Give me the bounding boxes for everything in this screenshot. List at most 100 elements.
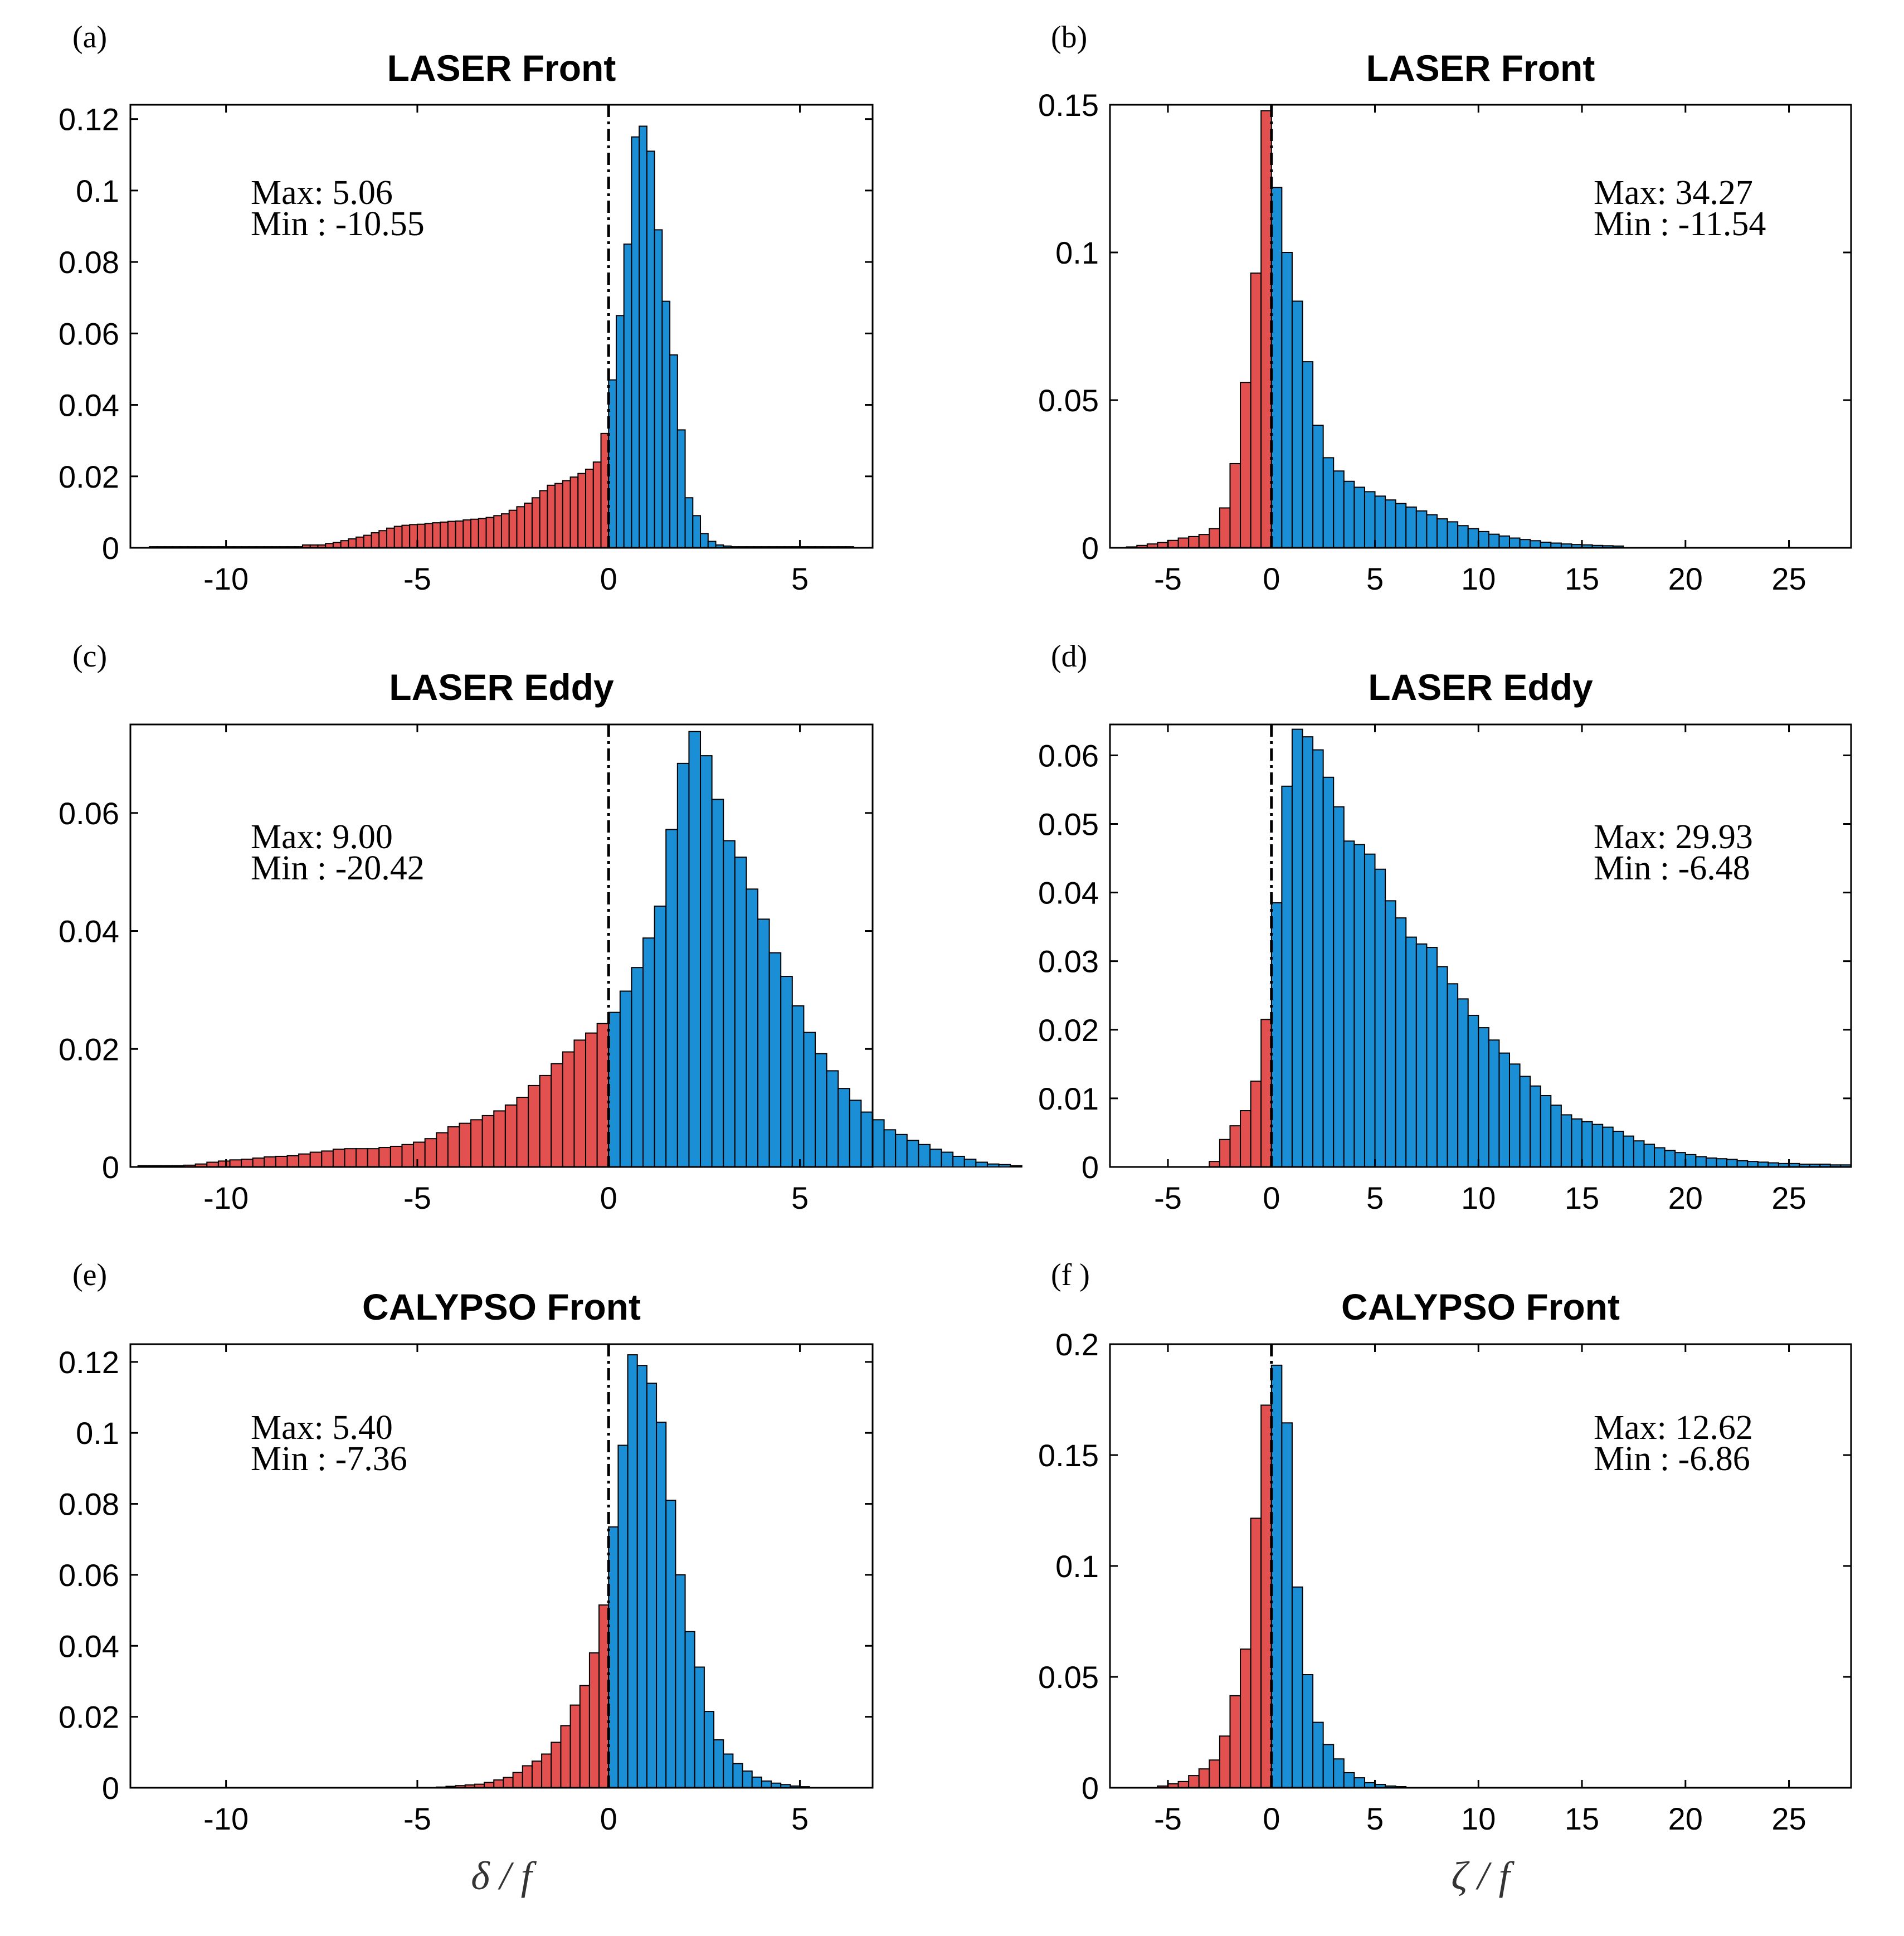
histogram-bar	[1478, 531, 1489, 548]
axes-frame	[129, 1343, 874, 1789]
x-tick-label: 10	[1461, 1801, 1496, 1836]
histogram-bar	[1654, 1147, 1666, 1168]
panel-letter: (c)	[72, 639, 107, 674]
histogram-bar	[1405, 936, 1417, 1168]
histogram-bar	[551, 1742, 562, 1788]
histogram-bar	[1457, 525, 1469, 548]
histogram-bar	[1705, 1157, 1717, 1168]
histogram-bar	[751, 1776, 762, 1788]
x-tick-label: 25	[1771, 561, 1806, 596]
x-tick-label: -5	[1154, 561, 1182, 596]
histogram-bar	[1364, 491, 1376, 548]
histogram-bar	[1519, 1076, 1531, 1168]
histogram-bar	[1488, 1039, 1500, 1168]
histogram-bar	[562, 1051, 575, 1168]
histogram-bar	[1240, 1110, 1252, 1168]
y-tick-label: 0.1	[1055, 235, 1099, 270]
histogram-bar	[504, 1104, 518, 1168]
histogram-bar	[929, 1149, 942, 1168]
histogram-bar	[1302, 1674, 1314, 1789]
histogram-bar	[569, 1704, 581, 1788]
histogram-bar	[462, 519, 472, 549]
histogram-bar	[524, 502, 533, 549]
histogram-bar	[692, 515, 702, 549]
histogram-bar	[493, 515, 503, 549]
histogram-bar	[661, 300, 671, 548]
histogram-bar	[646, 150, 655, 548]
max-annotation: Max: 5.40	[251, 1409, 393, 1447]
histogram-bar	[1302, 361, 1314, 548]
min-annotation: Min : -11.54	[1594, 205, 1766, 243]
histogram-bar	[746, 888, 759, 1168]
histogram-bar	[675, 1574, 686, 1788]
histogram-bar	[1333, 806, 1345, 1168]
chart-title: LASER Eddy	[389, 667, 614, 708]
histogram-bar	[1415, 510, 1428, 548]
histogram-bar	[1726, 1159, 1738, 1168]
histogram-bar	[1291, 728, 1303, 1168]
histogram-bar	[1395, 503, 1407, 548]
panel-letter: (f )	[1051, 1258, 1090, 1292]
max-annotation: Max: 29.93	[1594, 818, 1753, 856]
histogram-bar	[986, 1163, 1000, 1168]
histogram-bar	[1643, 1144, 1655, 1168]
histogram-bar	[1281, 252, 1293, 548]
histogram-bar	[401, 524, 411, 549]
histogram-bar	[592, 461, 602, 548]
histogram-bar	[551, 1063, 563, 1168]
histogram-bar	[554, 483, 563, 549]
histogram-bar	[1250, 273, 1262, 548]
histogram-bar	[676, 762, 690, 1168]
histogram-bar	[252, 1157, 265, 1168]
panel-6: (f ) CALYPSO Front 0 0.05 0.1 0.15 0.2 -5 0 5 10 15…	[1038, 1258, 1852, 1898]
histogram-bar	[700, 533, 709, 549]
x-tick-label: 5	[1366, 1180, 1384, 1215]
histogram-bar	[1436, 518, 1448, 548]
y-tick-label: 0.05	[1038, 806, 1099, 841]
histogram-bar	[711, 799, 724, 1168]
histogram-bar	[1240, 382, 1252, 548]
histogram-bar	[646, 1383, 658, 1789]
y-tick-label: 0.04	[1038, 875, 1099, 911]
max-annotation: Max: 12.62	[1594, 1409, 1753, 1447]
histogram-bar	[539, 1074, 552, 1168]
histogram-bar	[1488, 533, 1500, 548]
panel-3: (c) LASER Eddy 0 0.02 0.04 0.06 -10 -5 0 5 Max: 9.…	[59, 639, 1022, 1215]
histogram-bar	[742, 1770, 753, 1788]
histogram-bar	[1260, 1404, 1272, 1788]
y-tick-label: 0.02	[59, 1700, 119, 1735]
histogram-bar	[1343, 840, 1355, 1168]
histogram-bar	[656, 1422, 667, 1788]
histogram-bar	[478, 518, 487, 549]
histogram-bar	[493, 1779, 504, 1789]
histogram-bar	[356, 1148, 368, 1168]
histogram-bar	[684, 497, 694, 549]
histogram-bar	[1219, 507, 1231, 549]
histogram-bar	[522, 1765, 533, 1788]
histogram-bar	[577, 473, 587, 548]
y-tick-label: 0	[102, 531, 119, 566]
x-tick-label: 5	[791, 561, 809, 596]
histogram-bar	[1540, 1095, 1552, 1168]
histogram-bar	[588, 1652, 600, 1789]
histogram-bar	[363, 534, 372, 549]
y-tick-label: 0.15	[1038, 1438, 1099, 1473]
histogram-bar	[732, 1763, 743, 1788]
histogram-bar	[309, 1151, 323, 1168]
panel-4: (d) LASER Eddy 0 0.01 0.02 0.03 0.04 0.05 0.06 -5…	[1038, 639, 1852, 1215]
histogram-bar	[1010, 1165, 1022, 1168]
histogram-bar	[1550, 1105, 1562, 1168]
y-tick-label: 0.1	[76, 1415, 119, 1451]
histogram-bar	[1353, 844, 1365, 1168]
y-tick-label: 0	[1082, 531, 1099, 566]
histogram-bar	[1260, 1019, 1272, 1168]
histogram-bar	[1198, 534, 1210, 549]
axes-frame	[129, 104, 874, 549]
histogram-bar	[688, 731, 702, 1168]
axes-frame	[1109, 723, 1852, 1168]
histogram-bar	[975, 1161, 988, 1168]
x-tick-label: 5	[791, 1180, 809, 1215]
histogram-bar	[501, 513, 510, 548]
histogram-bar	[761, 1780, 772, 1789]
